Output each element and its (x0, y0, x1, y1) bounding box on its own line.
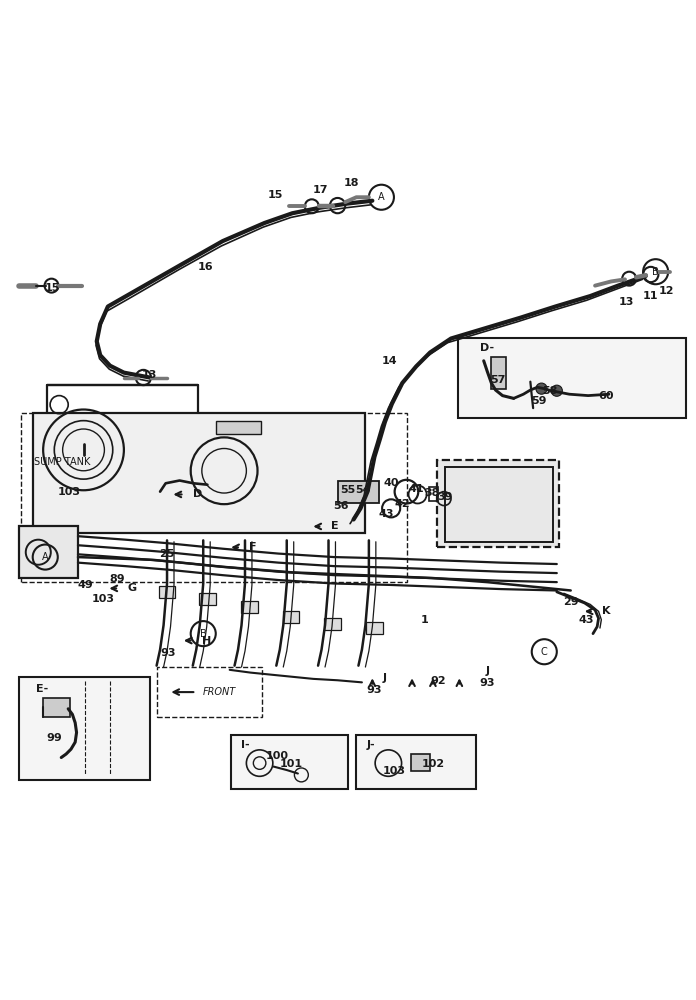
Bar (19, 677, 150, 780)
Text: 13: 13 (619, 297, 634, 307)
Bar (157, 667, 262, 717)
Text: 40: 40 (383, 478, 399, 488)
Text: 59: 59 (532, 396, 547, 406)
Text: D: D (193, 489, 202, 499)
Text: 60: 60 (598, 391, 613, 401)
Text: 1: 1 (420, 615, 429, 625)
Text: 43: 43 (578, 615, 594, 625)
Text: E-: E- (35, 684, 48, 694)
Circle shape (551, 385, 562, 396)
Text: 25: 25 (159, 549, 175, 559)
Text: 18: 18 (344, 178, 359, 188)
Bar (366, 622, 383, 634)
Text: B: B (652, 267, 659, 277)
Text: B: B (200, 629, 207, 639)
Text: 101: 101 (279, 759, 303, 769)
Bar (429, 487, 438, 501)
Text: E: E (331, 521, 338, 531)
Text: J: J (485, 666, 489, 676)
Text: J: J (382, 673, 386, 683)
Bar (411, 754, 430, 771)
Text: D-: D- (480, 343, 494, 353)
Text: 93: 93 (366, 685, 381, 695)
Text: SUMP TANK: SUMP TANK (35, 457, 90, 467)
Bar (445, 467, 553, 542)
Text: 103: 103 (58, 487, 81, 497)
Text: 17: 17 (313, 185, 328, 195)
Bar (491, 357, 506, 389)
Text: 102: 102 (421, 759, 445, 769)
Bar (324, 618, 341, 630)
Text: 99: 99 (47, 733, 62, 743)
Text: 43: 43 (379, 509, 394, 519)
Text: 56: 56 (333, 501, 349, 511)
Text: F: F (249, 542, 257, 552)
Text: 41: 41 (409, 484, 424, 494)
Text: 11: 11 (643, 291, 658, 301)
Text: J-: J- (367, 740, 375, 750)
Text: 38: 38 (424, 488, 439, 498)
Text: 103: 103 (91, 594, 115, 604)
Text: 93: 93 (161, 648, 176, 658)
Text: 55: 55 (340, 485, 356, 495)
Text: I-: I- (241, 740, 249, 750)
Text: 42: 42 (395, 499, 410, 509)
Text: 15: 15 (45, 283, 60, 293)
Text: 58: 58 (542, 386, 557, 396)
Bar (216, 421, 261, 434)
Text: FRONT: FRONT (203, 687, 237, 697)
Bar (159, 586, 175, 598)
Text: 57: 57 (490, 375, 505, 385)
Text: 93: 93 (480, 678, 495, 688)
Bar (43, 698, 70, 717)
Text: C: C (541, 647, 548, 657)
Text: 92: 92 (431, 676, 446, 686)
Bar (338, 481, 379, 503)
Text: 39: 39 (438, 492, 453, 502)
Text: 29: 29 (563, 597, 578, 607)
Bar (199, 593, 216, 605)
Text: H: H (202, 636, 211, 646)
Text: 15: 15 (267, 190, 283, 200)
Polygon shape (33, 413, 365, 533)
Polygon shape (19, 526, 78, 578)
Text: 100: 100 (265, 751, 289, 761)
Text: K: K (602, 606, 610, 616)
Bar (241, 601, 258, 613)
Text: 12: 12 (659, 286, 674, 296)
Bar (231, 735, 348, 789)
Text: G: G (127, 583, 136, 593)
Text: 54: 54 (356, 485, 371, 495)
Bar (437, 460, 559, 547)
Text: 89: 89 (109, 574, 125, 584)
Bar (356, 735, 476, 789)
Circle shape (536, 383, 547, 394)
Text: A: A (378, 192, 385, 202)
Text: 14: 14 (382, 356, 397, 366)
Text: 103: 103 (383, 766, 406, 776)
Text: 13: 13 (142, 370, 157, 380)
Bar (458, 338, 686, 418)
Bar (283, 611, 299, 623)
Text: A: A (42, 552, 49, 562)
Text: 16: 16 (198, 262, 213, 272)
Text: 49: 49 (77, 580, 93, 590)
